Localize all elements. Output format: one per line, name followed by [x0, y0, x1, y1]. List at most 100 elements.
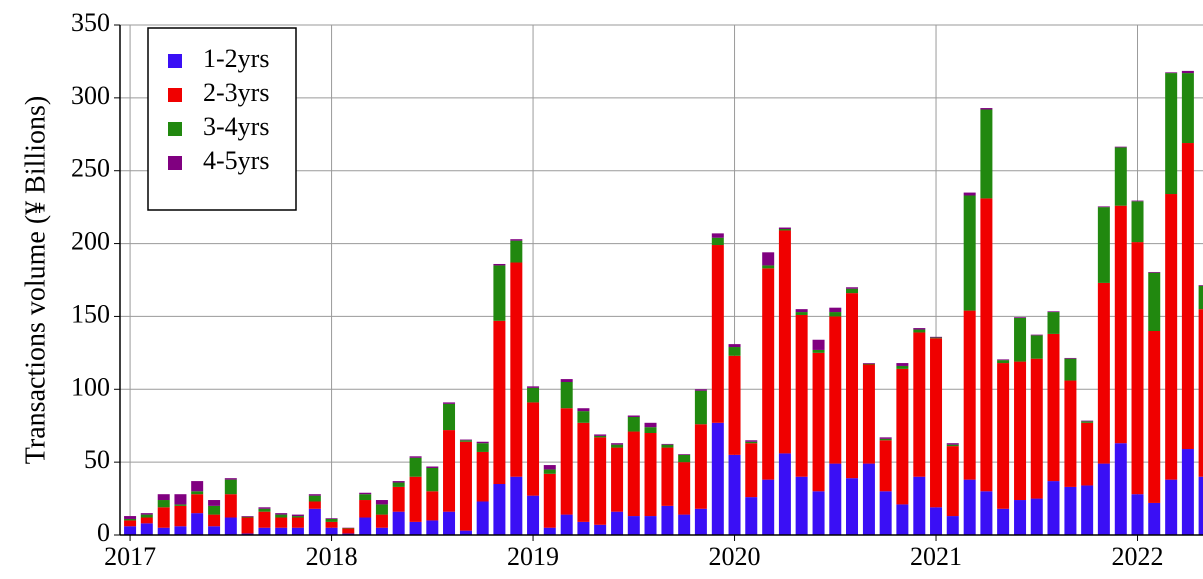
- bar-segment: [527, 386, 540, 388]
- bar-segment: [963, 479, 976, 535]
- x-tick-label: 2019: [507, 542, 559, 571]
- x-tick-label: 2022: [1112, 542, 1164, 571]
- bar-segment: [459, 530, 472, 535]
- bar-segment: [1030, 358, 1043, 499]
- bar-segment: [359, 494, 372, 501]
- bar-segment: [1014, 500, 1027, 535]
- bar-segment: [846, 287, 859, 289]
- bar-segment: [208, 505, 221, 515]
- bar-segment: [1097, 206, 1110, 208]
- bar-segment: [1014, 317, 1027, 318]
- bar-segment: [510, 262, 523, 477]
- bar-segment: [879, 440, 892, 492]
- y-tick-label: 250: [71, 154, 110, 183]
- bar-segment: [1198, 285, 1203, 286]
- bar-segment: [963, 192, 976, 196]
- bar-segment: [1198, 309, 1203, 477]
- bar-segment: [409, 521, 422, 535]
- bar-segment: [258, 527, 271, 535]
- bar-segment: [1165, 479, 1178, 535]
- bar-segment: [375, 514, 388, 528]
- bar-segment: [174, 526, 187, 535]
- bar-segment: [745, 443, 758, 498]
- bar-segment: [678, 462, 691, 515]
- bar-segment: [1148, 272, 1161, 331]
- bar-segment: [795, 312, 808, 315]
- bar-segment: [510, 239, 523, 241]
- bar-segment: [291, 516, 304, 518]
- bar-segment: [795, 309, 808, 313]
- bar-segment: [1030, 334, 1043, 336]
- bar-segment: [275, 527, 288, 535]
- bar-segment: [1097, 282, 1110, 464]
- bar-segment: [1148, 331, 1161, 503]
- bar-segment: [829, 463, 842, 535]
- legend-swatch: [168, 54, 182, 68]
- bar-segment: [493, 320, 506, 484]
- bar-segment: [980, 491, 993, 535]
- bar-segment: [1081, 485, 1094, 535]
- bar-segment: [124, 516, 137, 519]
- bar-segment: [560, 514, 573, 535]
- y-tick-label: 100: [71, 372, 110, 401]
- bar-segment: [829, 307, 842, 313]
- bar-segment: [291, 514, 304, 517]
- bar-segment: [241, 517, 254, 534]
- bar-segment: [476, 501, 489, 535]
- bar-segment: [1064, 486, 1077, 535]
- bar-segment: [644, 433, 657, 517]
- bar-segment: [191, 491, 204, 495]
- legend-swatch: [168, 122, 182, 136]
- bar-segment: [997, 508, 1010, 535]
- bar-segment: [1030, 498, 1043, 535]
- bar-segment: [1131, 201, 1144, 243]
- bar-segment: [443, 403, 456, 431]
- bar-segment: [1114, 146, 1127, 148]
- bar-segment: [846, 288, 859, 294]
- bar-segment: [1181, 70, 1194, 74]
- bar-segment: [174, 504, 187, 506]
- y-tick-label: 0: [97, 518, 110, 547]
- bar-segment: [476, 443, 489, 452]
- legend-label: 3-4yrs: [203, 112, 269, 141]
- bar-segment: [560, 408, 573, 515]
- bar-segment: [493, 263, 506, 266]
- bar-segment: [1148, 271, 1161, 273]
- bar-segment: [728, 355, 741, 455]
- bar-segment: [560, 379, 573, 382]
- bar-segment: [980, 198, 993, 492]
- bar-segment: [1047, 312, 1060, 334]
- bar-segment: [694, 389, 707, 391]
- bar-segment: [594, 434, 607, 436]
- bar-segment: [879, 438, 892, 441]
- bar-segment: [930, 338, 943, 508]
- bar-segment: [426, 467, 439, 492]
- bar-segment: [762, 252, 775, 266]
- bar-segment: [191, 481, 204, 492]
- x-tick-label: 2017: [104, 542, 156, 571]
- bar-segment: [392, 511, 405, 535]
- bar-segment: [1097, 463, 1110, 535]
- bar-segment: [812, 352, 825, 492]
- bar-segment: [124, 518, 137, 521]
- bar-segment: [359, 492, 372, 495]
- bar-segment: [913, 476, 926, 535]
- bar-segment: [678, 454, 691, 463]
- bar-segment: [208, 526, 221, 535]
- bar-segment: [157, 500, 170, 508]
- bar-segment: [224, 478, 237, 480]
- bar-segment: [443, 430, 456, 512]
- bar-segment: [392, 486, 405, 512]
- bar-segment: [1165, 73, 1178, 195]
- bar-segment: [476, 441, 489, 444]
- bar-segment: [191, 513, 204, 535]
- bar-segment: [476, 451, 489, 502]
- bar-segment: [342, 528, 355, 534]
- bar-segment: [661, 447, 674, 506]
- bar-segment: [745, 440, 758, 442]
- bar-segment: [308, 501, 321, 509]
- bar-segment: [258, 507, 271, 509]
- bar-segment: [846, 478, 859, 535]
- bar-segment: [896, 365, 909, 369]
- y-tick-label: 300: [71, 81, 110, 110]
